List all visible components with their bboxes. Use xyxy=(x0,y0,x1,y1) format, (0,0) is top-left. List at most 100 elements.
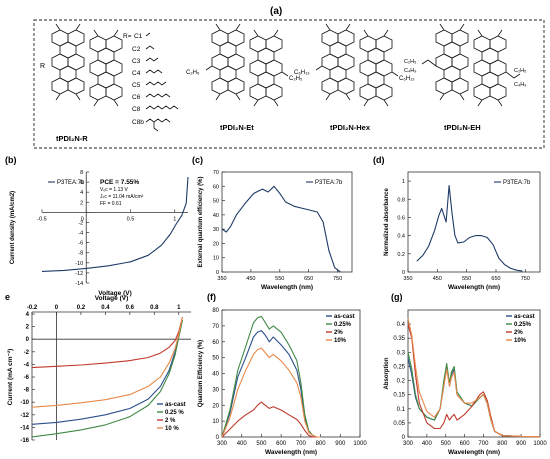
x-tick-label: 0 xyxy=(55,305,59,311)
x-tick-label: 1 xyxy=(173,216,176,222)
y-tick-label: 60 xyxy=(213,184,219,190)
y-tick-label: -16 xyxy=(20,438,29,444)
x-tick-label: 300 xyxy=(217,441,228,447)
annotation-line: FF = 0.61 xyxy=(100,201,122,207)
y-tick-label: 0.2 xyxy=(397,379,406,385)
y-tick-label: 0.25 xyxy=(393,364,405,370)
panel-label: (b) xyxy=(5,155,17,165)
chart-panel-c: (c) 350 450 550 650 750 0 10 20 30 40 50 60 70 Wavelen… xyxy=(192,155,353,291)
y-tick-label: -12 xyxy=(20,413,29,419)
y-tick-label: 6 xyxy=(80,180,83,186)
y-axis-label: Current density (mA/cm2) xyxy=(10,191,16,264)
y-tick-label: 1 xyxy=(402,179,405,185)
x-tick-label: 450 xyxy=(246,276,255,282)
panel-label: (d) xyxy=(373,155,385,165)
series-line-0-25- xyxy=(221,315,321,438)
x-tick-label: 900 xyxy=(335,441,346,447)
y-tick-label: 0.4 xyxy=(397,234,405,240)
annotation-line: Jₛc = 11.04 mA/cm² xyxy=(100,194,144,200)
legend-label: P3TEA:7b xyxy=(57,180,85,186)
y-tick-label: 30 xyxy=(212,387,219,393)
x-tick-label: 450 xyxy=(433,276,442,282)
legend-label: 10% xyxy=(514,338,527,344)
y-tick-label: 2 xyxy=(80,200,83,206)
panel-label: (g) xyxy=(391,292,403,302)
r-group-legend: R= C1 C2 C3 C4 C5 C6 C8 C8b xyxy=(123,32,179,132)
substituent-et-right: C₂H₅ xyxy=(289,76,303,82)
y-tick-label: 0.1 xyxy=(397,407,406,413)
x-axis-label: Wavelength (nm) xyxy=(265,449,317,456)
series-line-0-25- xyxy=(31,320,183,438)
x-tick-label: 700 xyxy=(478,441,489,447)
y-tick-label: 0.15 xyxy=(393,393,405,399)
x-tick-label: 550 xyxy=(462,276,471,282)
y-tick-label: -6 xyxy=(24,375,30,381)
chart-panel-f: (f) 300 400 500 600 700 800 900 1000 0 10 20 30 40 50 6… xyxy=(198,292,367,456)
y-tick-label: 0.3 xyxy=(397,350,406,356)
x-tick-label: 700 xyxy=(296,441,307,447)
y-tick-label: 4 xyxy=(80,190,83,196)
y-axis-label: External quantum efficiency (%) xyxy=(198,176,204,267)
panel-label: (c) xyxy=(192,155,203,165)
molecule-tpdi2n-r-r-group: R xyxy=(40,63,45,70)
legend-label: as-cast xyxy=(514,314,535,320)
y-axis-label: Current (mA cm⁻²) xyxy=(7,349,14,406)
y-tick-label: 2 xyxy=(26,325,30,331)
panel-a-label: (a) xyxy=(270,6,282,17)
compound-label-et: tPDI₂N-Et xyxy=(220,123,254,132)
x-tick-label: 400 xyxy=(422,441,433,447)
x-tick-label: 350 xyxy=(217,276,226,282)
x-tick-label: 0.5 xyxy=(127,216,135,222)
plot-frame xyxy=(407,171,541,273)
panel-a: (a) xyxy=(33,6,545,149)
series-line-as-cast xyxy=(407,357,541,438)
molecule-tpdi2n-eh xyxy=(421,23,521,107)
x-axis-label: Wavelength (nm) xyxy=(448,449,500,456)
y-tick-label: 50 xyxy=(212,356,219,362)
series-line-10- xyxy=(407,318,541,438)
compound-label-hex: tPDI₂N-Hex xyxy=(330,123,371,132)
y-tick-label: -6 xyxy=(78,241,83,247)
alkyl-chains xyxy=(145,32,179,132)
x-tick-label: 500 xyxy=(441,441,452,447)
legend-label: P3TEA:7b xyxy=(315,180,343,186)
x-tick-label: 900 xyxy=(516,441,527,447)
legend-label: 2 % xyxy=(165,418,176,424)
y-tick-label: 70 xyxy=(212,324,219,330)
y-tick-label: 0 xyxy=(402,270,405,276)
x-tick-label: 0.2 xyxy=(77,305,86,311)
y-tick-label: 0.6 xyxy=(397,215,405,221)
compound-label-r: tPDI₂N-R xyxy=(56,134,88,143)
x-tick-label: 0.8 xyxy=(150,305,159,311)
y-tick-label: 30 xyxy=(213,227,219,233)
pdi-core-top-left xyxy=(51,29,85,95)
x-tick-label: 1 xyxy=(177,305,181,311)
x-axis-label: Voltage (V) xyxy=(98,290,131,297)
series-line-p3tea-7b xyxy=(416,185,523,272)
y-tick-label: -2 xyxy=(78,220,83,226)
y-tick-label: 8 xyxy=(80,170,83,176)
y-tick-label: 0.2 xyxy=(397,252,405,258)
x-axis-label: Wavelength (nm) xyxy=(448,284,500,291)
r-item: C4 xyxy=(132,70,141,77)
r-prefix: R= xyxy=(123,33,132,40)
x-tick-label: 600 xyxy=(460,441,471,447)
x-tick-label: 600 xyxy=(276,441,287,447)
x-tick-label: 750 xyxy=(333,276,342,282)
y-tick-label: 20 xyxy=(213,241,219,247)
legend-label: 2% xyxy=(334,330,343,336)
substituent-hex-left: C₆H₁₃ xyxy=(294,70,310,76)
y-tick-label: 0.8 xyxy=(397,197,405,203)
substituent-eh-a-left: C₂H₅ xyxy=(404,59,416,65)
y-tick-label: -14 xyxy=(20,425,29,431)
y-tick-label: -8 xyxy=(24,388,30,394)
y-tick-label: -10 xyxy=(20,400,29,406)
r-item: C8b xyxy=(132,119,144,126)
series-line-2- xyxy=(31,316,183,369)
compound-label-eh: tPDI₂N-EH xyxy=(444,123,481,132)
y-axis-label: Normalized absorbance xyxy=(384,187,390,255)
y-tick-label: 40 xyxy=(212,372,219,378)
y-tick-label: 0.05 xyxy=(393,421,405,427)
annotation-line: Vₒc = 1.13 V xyxy=(100,187,129,193)
